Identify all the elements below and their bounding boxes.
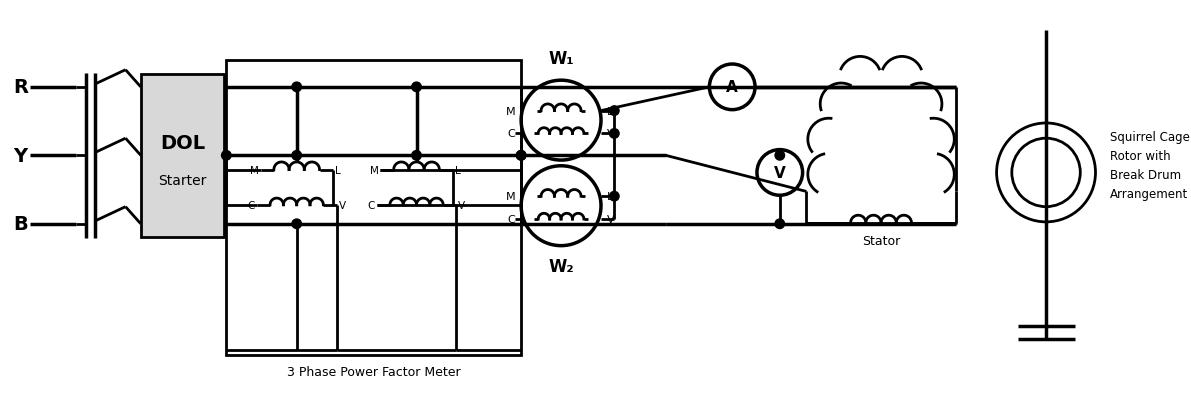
Text: L: L [606,192,613,202]
Text: V: V [459,200,466,210]
Text: M: M [250,165,258,175]
Text: C: C [507,129,516,139]
Circle shape [517,151,526,161]
Circle shape [775,151,785,161]
Text: Squirrel Cage
Rotor with
Break Drum
Arrangement: Squirrel Cage Rotor with Break Drum Arra… [1110,130,1190,200]
Text: L: L [455,165,460,175]
Text: DOL: DOL [160,134,205,152]
Text: V: V [774,166,786,180]
Text: L: L [335,165,341,175]
Text: V: V [338,200,345,210]
Bar [141,74,224,237]
Text: R: R [13,78,29,97]
Circle shape [412,151,422,161]
Circle shape [292,83,301,92]
Circle shape [610,107,619,116]
Circle shape [292,151,301,161]
Text: M: M [506,106,516,116]
Text: L: L [606,106,613,116]
Text: 3 Phase Power Factor Meter: 3 Phase Power Factor Meter [287,365,461,378]
Text: V: V [606,215,615,225]
Text: M: M [506,192,516,202]
Text: B: B [13,215,29,234]
Text: A: A [727,80,738,95]
Text: V: V [606,129,615,139]
Text: C: C [507,215,516,225]
Text: Starter: Starter [158,173,207,187]
Circle shape [610,192,619,201]
Circle shape [610,130,619,139]
Text: M: M [369,165,379,175]
Text: C: C [248,200,255,210]
Circle shape [775,219,785,229]
Text: W₂: W₂ [548,257,574,275]
Text: Stator: Stator [862,235,900,247]
Circle shape [222,151,231,161]
Circle shape [412,83,422,92]
Text: Y: Y [13,146,27,165]
Bar [226,61,522,355]
Text: C: C [367,200,375,210]
Circle shape [292,219,301,229]
Text: W₁: W₁ [548,50,574,68]
Circle shape [517,151,526,161]
